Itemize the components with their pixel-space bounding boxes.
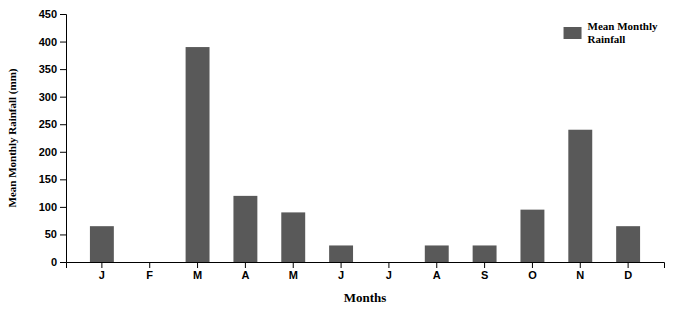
y-axis-line: [60, 15, 67, 263]
x-tick-mark: [197, 262, 198, 268]
x-tick-label: J: [99, 269, 105, 281]
plot-area: 0 50 100 150 200 250 300 350 400 450 J F M A M J J A S O N D M…: [39, 8, 665, 281]
x-tick: F: [146, 262, 153, 281]
y-tick-label: 250: [39, 118, 57, 130]
bar: [520, 210, 544, 262]
x-tick: O: [528, 262, 537, 281]
chart-container: 0 50 100 150 200 250 300 350 400 450 J F M A M J J A S O N D M…: [0, 0, 680, 312]
y-tick: 100: [39, 201, 66, 213]
bar: [377, 262, 401, 263]
y-tick-label: 200: [39, 146, 57, 158]
y-tick-label: 450: [39, 8, 57, 20]
x-tick-mark: [532, 262, 533, 268]
y-tick: 450: [39, 8, 66, 20]
y-tick-mark: [60, 14, 66, 15]
x-tick-mark: [245, 262, 246, 268]
chart-svg: 0 50 100 150 200 250 300 350 400 450 J F M A M J J A S O N D M…: [0, 0, 680, 312]
y-tick-mark: [60, 124, 66, 125]
y-tick-mark: [60, 152, 66, 153]
x-tick-label: J: [338, 269, 344, 281]
bar: [568, 130, 592, 262]
x-tick-mark: [101, 262, 102, 268]
y-tick: 250: [39, 118, 66, 130]
y-tick-label: 150: [39, 173, 57, 185]
x-tick-label: D: [624, 269, 632, 281]
x-axis: JFMAMJJASOND: [67, 262, 665, 281]
x-tick: M: [193, 262, 202, 281]
x-tick: J: [338, 262, 344, 281]
x-tick: J: [99, 262, 105, 281]
y-tick-mark: [60, 42, 66, 43]
y-tick-label: 0: [51, 256, 57, 268]
y-tick: 300: [39, 91, 66, 103]
bar: [281, 212, 305, 262]
bar: [616, 226, 640, 262]
x-axis-line: [67, 263, 665, 269]
y-tick-label: 400: [39, 36, 57, 48]
bar: [425, 245, 449, 262]
bar: [473, 245, 497, 262]
legend-label: Mean MonthlyRainfall: [588, 20, 658, 45]
y-tick-mark: [60, 69, 66, 70]
x-tick-mark: [436, 262, 437, 268]
x-tick: N: [576, 262, 584, 281]
x-tick-label: S: [481, 269, 488, 281]
x-axis-title: Months: [344, 290, 387, 305]
bar: [90, 226, 114, 262]
y-tick-mark: [60, 262, 66, 263]
y-tick: 200: [39, 146, 66, 158]
x-tick: D: [624, 262, 632, 281]
y-axis-title: Mean Monthly Rainfall (mm): [6, 68, 19, 207]
x-tick-mark: [484, 262, 485, 268]
y-tick-mark: [60, 207, 66, 208]
bars: [90, 47, 640, 262]
y-tick: 400: [39, 36, 66, 48]
x-tick-label: J: [386, 269, 392, 281]
y-tick-label: 300: [39, 91, 57, 103]
y-tick: 0: [51, 256, 66, 268]
x-tick-label: N: [576, 269, 584, 281]
y-tick-mark: [60, 179, 66, 180]
x-tick-label: F: [146, 269, 153, 281]
x-tick-mark: [293, 262, 294, 268]
y-tick-label: 350: [39, 63, 57, 75]
x-tick: A: [241, 262, 249, 281]
y-tick: 150: [39, 173, 66, 185]
x-tick-mark: [580, 262, 581, 268]
x-tick-mark: [628, 262, 629, 268]
x-tick-label: A: [241, 269, 249, 281]
y-axis: 0 50 100 150 200 250 300 350 400 450: [39, 8, 67, 268]
y-tick-mark: [60, 234, 66, 235]
y-tick: 50: [45, 228, 66, 240]
x-tick-label: M: [289, 269, 298, 281]
y-tick-label: 100: [39, 201, 57, 213]
x-tick: A: [433, 262, 441, 281]
legend: Mean MonthlyRainfall: [564, 20, 658, 45]
x-tick: J: [386, 262, 392, 281]
y-tick-label: 50: [45, 228, 57, 240]
x-tick-label: A: [433, 269, 441, 281]
legend-label-line: Mean Monthly: [588, 20, 658, 32]
bar: [329, 245, 353, 262]
x-tick-mark: [341, 262, 342, 268]
x-tick: S: [481, 262, 488, 281]
y-tick: 350: [39, 63, 66, 75]
bar: [186, 47, 210, 262]
legend-swatch: [564, 27, 582, 39]
bar: [233, 196, 257, 262]
x-tick-mark: [149, 262, 150, 268]
legend-label-line: Rainfall: [588, 33, 626, 45]
legend-item: Mean MonthlyRainfall: [564, 20, 658, 45]
x-tick-label: O: [528, 269, 537, 281]
bar: [138, 262, 162, 263]
x-tick-label: M: [193, 269, 202, 281]
y-tick-mark: [60, 97, 66, 98]
x-tick-mark: [388, 262, 389, 268]
x-tick: M: [289, 262, 298, 281]
